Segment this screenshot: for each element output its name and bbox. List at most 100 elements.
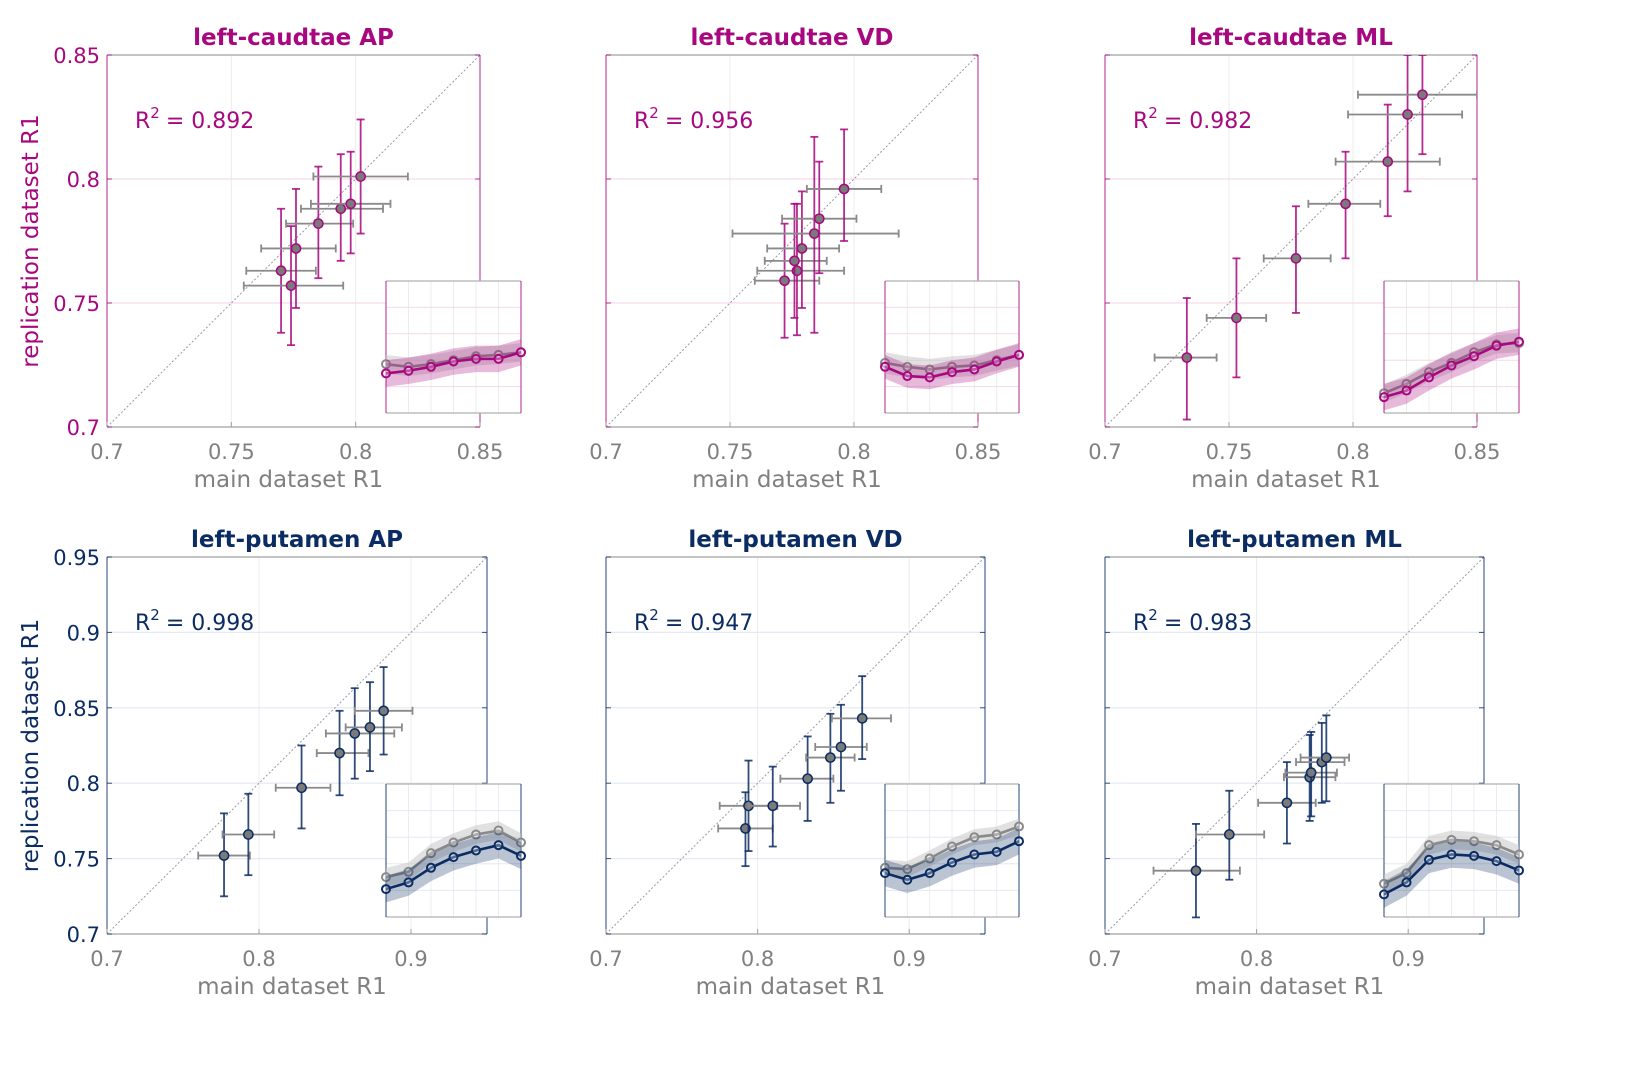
inset-series-color-marker <box>1469 351 1479 362</box>
data-point <box>197 812 251 898</box>
data-point <box>1334 103 1441 218</box>
x-tick-label: 0.8 <box>242 947 275 971</box>
data-point <box>344 681 403 773</box>
y-tick-label: 0.9 <box>67 621 100 645</box>
panel-title: left-putamen VD <box>688 527 902 553</box>
marker <box>1190 865 1202 877</box>
r-squared-annotation: R2 = 0.982 <box>1133 104 1252 134</box>
marker <box>767 800 779 812</box>
inset-series-gray-marker <box>1514 849 1524 860</box>
marker <box>808 228 820 239</box>
r2-symbol: R <box>1133 611 1148 636</box>
inset-plot <box>381 280 526 414</box>
identity-line <box>106 556 488 935</box>
y-tick-label: 0.85 <box>53 697 100 721</box>
y-tick-label: 0.8 <box>67 168 100 192</box>
marker <box>349 728 361 739</box>
inset-series-gray-marker <box>1424 840 1434 851</box>
marker <box>313 218 324 229</box>
inset-series-gray-marker <box>403 866 414 877</box>
marker <box>1281 797 1293 809</box>
x-tick-label: 0.9 <box>892 947 925 971</box>
marker <box>856 713 868 724</box>
data-point <box>805 712 856 804</box>
inset-series-color-band <box>386 831 521 903</box>
panel-title: left-caudtae AP <box>193 25 394 51</box>
data-point <box>1205 257 1268 379</box>
inset-series-color-marker <box>448 852 459 863</box>
inset-series-color-marker <box>1401 385 1412 396</box>
marker <box>345 198 357 210</box>
inset-series-gray-marker <box>1379 878 1389 889</box>
y-tick-label: 0.75 <box>53 292 100 316</box>
y-tick-label: 0.85 <box>53 44 100 68</box>
panel-left-caudtae-vd: 0.7 0.75 0.8 0.85 left-caudtae VD main datase… <box>589 25 1024 493</box>
data-point <box>1284 731 1338 818</box>
inset-series-gray-marker <box>969 832 980 843</box>
inset-series-gray-marker <box>516 837 526 848</box>
r2-value: = 0.892 <box>166 109 254 134</box>
marker <box>802 773 813 785</box>
inset-series-gray-marker <box>1491 840 1502 851</box>
data-points <box>717 675 892 868</box>
marker <box>218 850 230 861</box>
inset-series-gray-marker <box>1401 378 1412 389</box>
r2-superscript: 2 <box>150 606 160 624</box>
x-tick-label: 0.85 <box>457 440 504 464</box>
data-points <box>197 666 414 898</box>
data-point <box>1195 789 1266 881</box>
inset-series-color-marker <box>403 365 414 376</box>
r2-value: = 0.947 <box>665 611 753 636</box>
y-tick-label: 0.95 <box>53 546 100 570</box>
inset-series-color-marker <box>1491 340 1502 351</box>
data-point <box>753 222 821 339</box>
r-squared-annotation: R2 = 0.947 <box>634 606 753 636</box>
inset-series-color-marker <box>1514 336 1524 347</box>
inset-series-gray-marker <box>381 872 391 883</box>
x-tick-label: 0.7 <box>90 440 123 464</box>
inset-series-color-marker <box>493 840 504 851</box>
marker <box>378 705 389 717</box>
r2-value: = 0.983 <box>1164 611 1252 636</box>
inset-series-gray-marker <box>902 361 913 372</box>
r-squared-annotation: R2 = 0.892 <box>135 104 254 134</box>
marker <box>796 243 808 254</box>
marker <box>813 213 825 225</box>
panel-left-caudtae-ml: 0.7 0.75 0.8 0.85 left-caudtae ML main datase… <box>1088 25 1524 493</box>
r2-symbol: R <box>1133 109 1148 134</box>
x-tick-label: 0.85 <box>955 440 1002 464</box>
inset-series-gray-marker <box>1014 821 1024 832</box>
marker <box>825 752 836 763</box>
y-axis-label: replication dataset R1 <box>18 114 44 367</box>
panel-left-putamen-ap: 0.7 0.8 0.9 0.7 0.75 0.8 0.85 0.9 0.95 left-putam… <box>18 527 526 1000</box>
marker <box>355 171 366 182</box>
marker <box>1290 253 1302 264</box>
x-tick-label: 0.7 <box>1088 440 1121 464</box>
x-axis-label: main dataset R1 <box>197 974 387 1000</box>
inset-series-color-line <box>884 353 1020 379</box>
marker <box>243 829 254 840</box>
y-tick-label: 0.7 <box>67 416 100 440</box>
inset-series-color-marker <box>516 347 526 358</box>
r2-superscript: 2 <box>1148 606 1158 624</box>
inset-series-color-marker <box>1514 865 1524 876</box>
r2-symbol: R <box>634 109 649 134</box>
inset-series-gray-marker <box>947 841 957 852</box>
r2-symbol: R <box>135 611 150 636</box>
inset-series-color-marker <box>1424 372 1434 383</box>
inset-series-color-line <box>385 843 522 891</box>
panel-left-putamen-ml: 0.7 0.8 0.9 left-putamen ML main dataset R1 R… <box>1088 527 1524 1000</box>
data-point <box>1257 761 1317 845</box>
inset-series-gray-marker <box>471 829 481 840</box>
r2-superscript: 2 <box>649 606 659 624</box>
x-tick-label: 0.85 <box>1454 440 1501 464</box>
inset-series-color-marker <box>880 868 890 879</box>
r-squared-annotation: R2 = 0.983 <box>1133 606 1252 636</box>
data-point <box>315 709 370 797</box>
r2-symbol: R <box>634 611 649 636</box>
inset-series-color-marker <box>471 353 481 364</box>
inset-series-color-marker <box>947 857 957 868</box>
inset-series-gray-line <box>385 829 522 879</box>
panel-title: left-caudtae ML <box>1189 25 1393 51</box>
